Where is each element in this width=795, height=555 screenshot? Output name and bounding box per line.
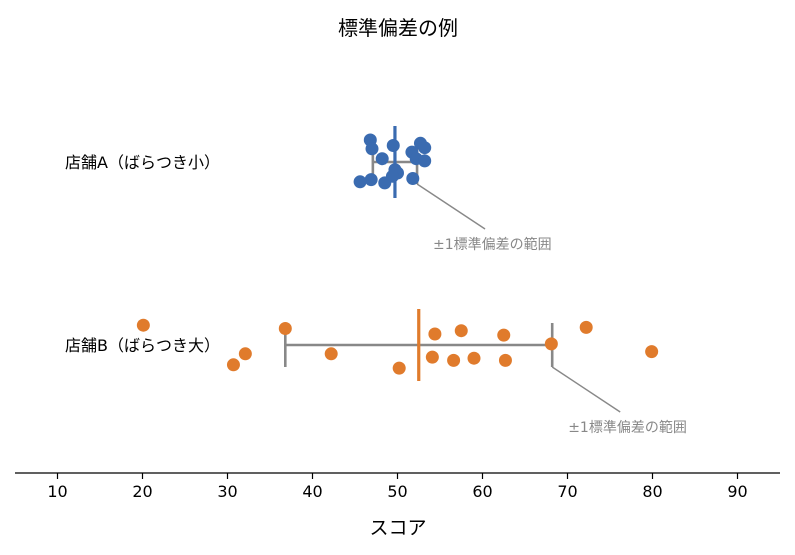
- data-point: [447, 353, 461, 367]
- x-tick-label: 50: [387, 482, 407, 501]
- data-points: [136, 133, 659, 375]
- data-point: [406, 172, 420, 185]
- data-point: [136, 318, 150, 332]
- chart-title: 標準偏差の例: [338, 16, 458, 40]
- x-tick-label: 40: [302, 482, 322, 501]
- x-tick-label: 80: [642, 482, 662, 501]
- data-point: [365, 142, 379, 156]
- data-point: [364, 173, 378, 187]
- x-tick-label: 20: [132, 482, 152, 501]
- annotation-arrow: [416, 183, 486, 230]
- data-point: [498, 353, 512, 367]
- annotations: ±1標準偏差の範囲 ±1標準偏差の範囲: [416, 183, 687, 436]
- data-point: [454, 324, 468, 338]
- x-tick-label: 60: [472, 482, 492, 501]
- data-point: [544, 337, 558, 351]
- data-point: [418, 141, 432, 155]
- data-point: [324, 347, 338, 361]
- data-point: [386, 139, 400, 152]
- x-tick-label: 90: [727, 482, 747, 501]
- data-point: [467, 351, 481, 365]
- data-point: [418, 154, 432, 168]
- data-point: [645, 345, 659, 359]
- category-label: 店舗A（ばらつき小）: [65, 153, 220, 172]
- category-label: 店舗B（ばらつき大）: [65, 336, 220, 355]
- mean-lines: [393, 126, 421, 381]
- data-point: [425, 350, 439, 364]
- x-axis-label: スコア: [369, 517, 426, 539]
- x-tick-label: 10: [47, 482, 67, 501]
- data-point: [278, 322, 292, 335]
- x-axis: 10 20 30 40 50 60 70 80 90: [15, 472, 780, 501]
- x-tick-label: 30: [217, 482, 237, 501]
- data-point: [385, 169, 399, 183]
- data-point: [579, 320, 593, 334]
- data-point: [497, 328, 511, 342]
- annotation-label: ±1標準偏差の範囲: [433, 236, 552, 253]
- data-point: [428, 327, 442, 341]
- data-point: [392, 361, 406, 375]
- x-tick-label: 70: [557, 482, 577, 501]
- data-point: [226, 358, 240, 372]
- annotation-arrow: [551, 366, 621, 413]
- annotation-label: ±1標準偏差の範囲: [568, 419, 687, 436]
- data-point: [375, 152, 389, 166]
- data-point: [238, 347, 252, 361]
- data-point: [353, 175, 367, 189]
- category-labels: 店舗A（ばらつき小） 店舗B（ばらつき大）: [65, 153, 220, 355]
